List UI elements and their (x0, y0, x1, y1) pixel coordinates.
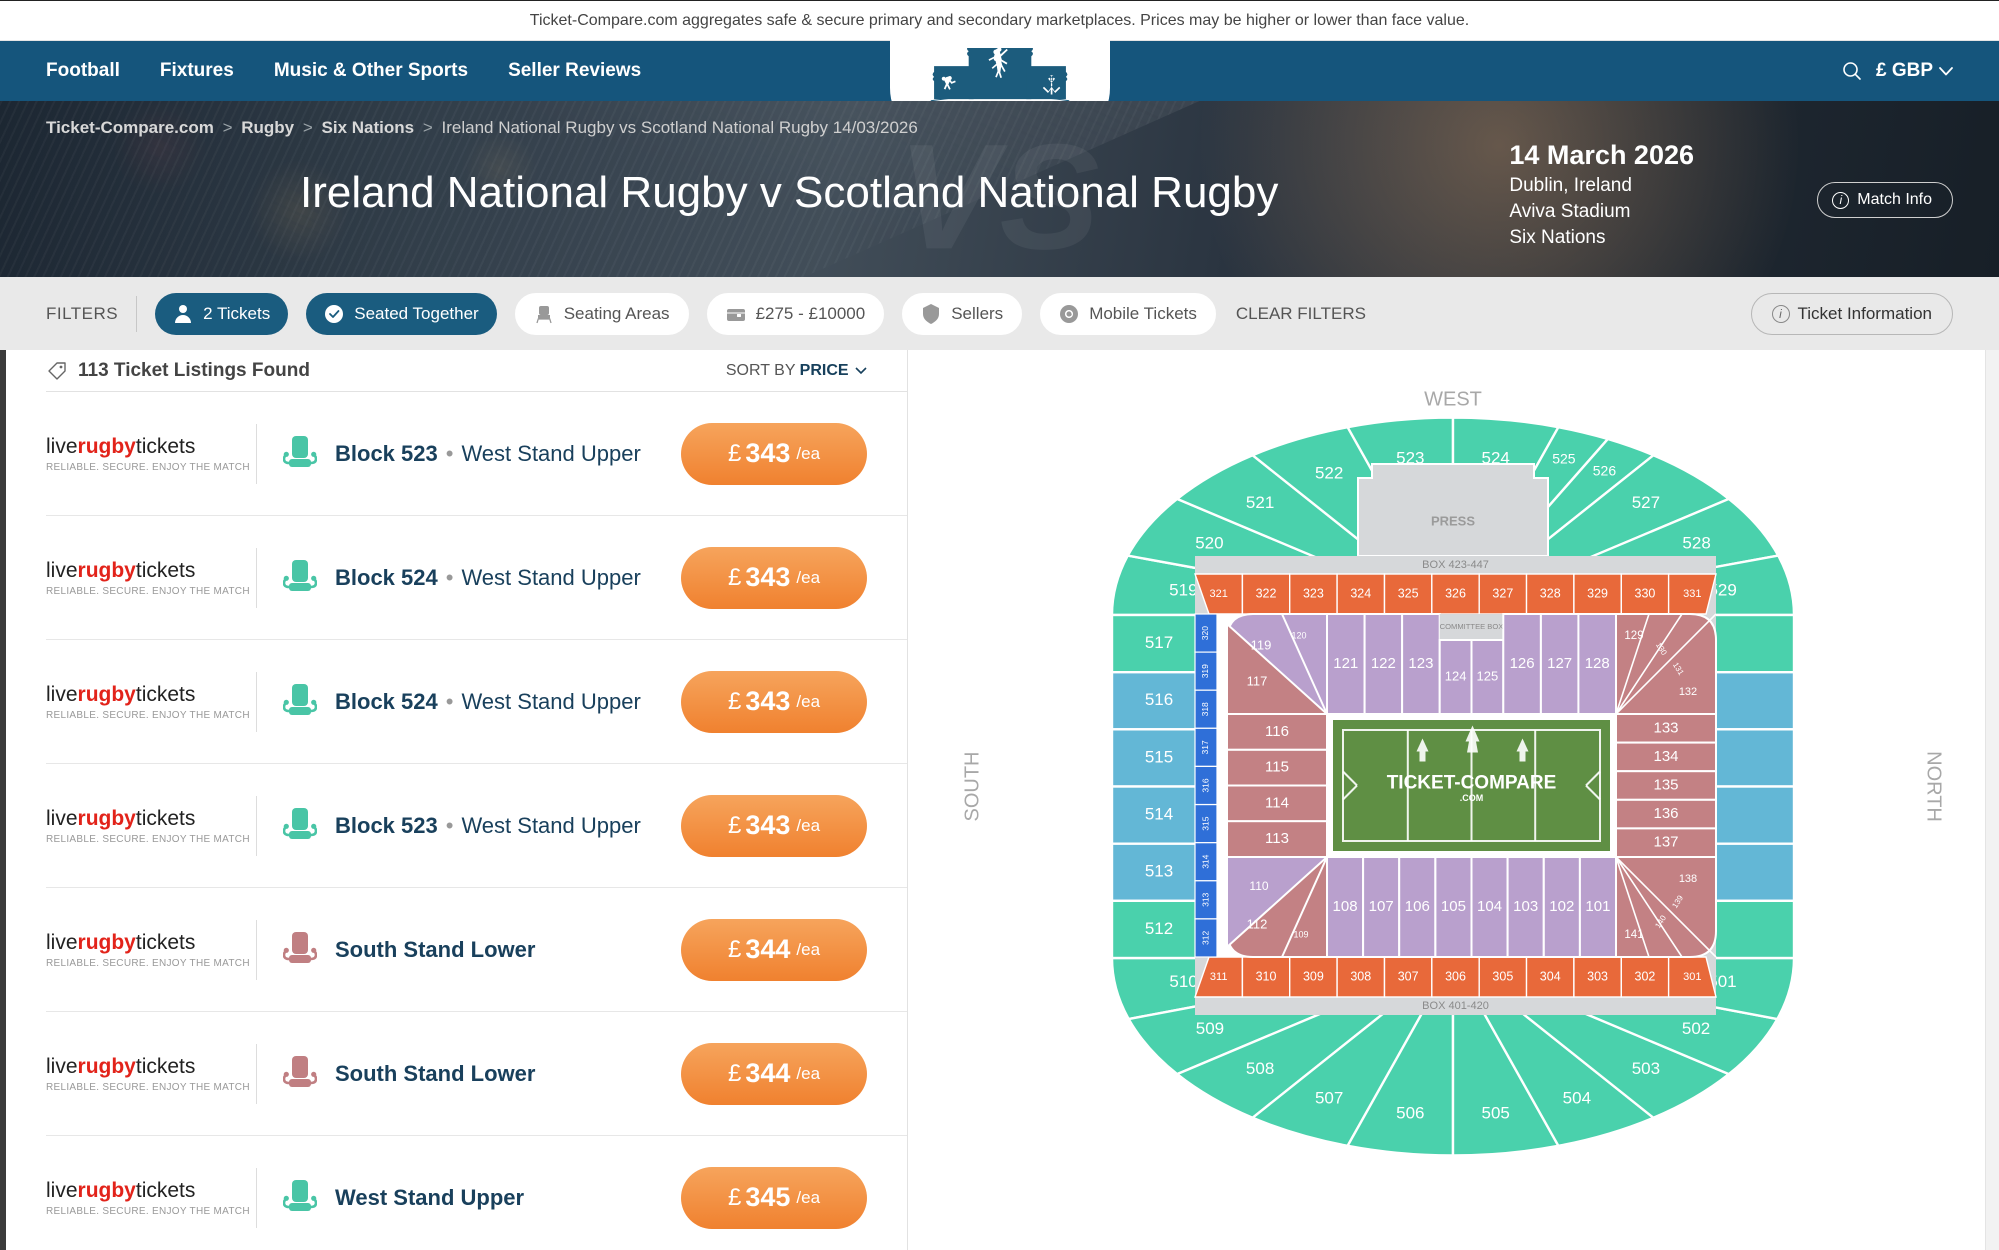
svg-text:105: 105 (1441, 898, 1466, 915)
svg-text:304: 304 (1540, 969, 1561, 983)
svg-text:514: 514 (1145, 805, 1173, 824)
svg-text:PRESS: PRESS (1431, 513, 1475, 528)
svg-text:101: 101 (1585, 898, 1610, 915)
svg-text:321: 321 (1210, 588, 1228, 600)
svg-text:310: 310 (1256, 969, 1277, 983)
svg-text:128: 128 (1585, 655, 1610, 672)
svg-text:305: 305 (1492, 969, 1513, 983)
svg-text:319: 319 (1200, 664, 1210, 678)
svg-text:516: 516 (1145, 690, 1173, 709)
svg-text:112: 112 (1247, 916, 1268, 931)
svg-text:102: 102 (1549, 898, 1574, 915)
svg-text:316: 316 (1200, 778, 1210, 792)
svg-text:326: 326 (1445, 586, 1466, 600)
svg-text:121: 121 (1333, 655, 1358, 672)
svg-text:308: 308 (1350, 969, 1371, 983)
svg-text:317: 317 (1200, 740, 1210, 754)
svg-text:505: 505 (1481, 1104, 1509, 1123)
svg-text:324: 324 (1350, 586, 1371, 600)
svg-text:504: 504 (1563, 1088, 1591, 1107)
svg-text:116: 116 (1265, 723, 1289, 740)
svg-text:126: 126 (1510, 655, 1535, 672)
svg-text:507: 507 (1315, 1088, 1343, 1107)
svg-text:117: 117 (1247, 673, 1268, 688)
svg-text:510: 510 (1169, 972, 1197, 991)
svg-text:103: 103 (1513, 898, 1538, 915)
svg-text:106: 106 (1405, 898, 1430, 915)
svg-text:110: 110 (1249, 879, 1268, 893)
svg-text:502: 502 (1682, 1019, 1710, 1038)
svg-text:314: 314 (1200, 854, 1210, 868)
svg-text:320: 320 (1200, 626, 1210, 640)
svg-text:327: 327 (1492, 586, 1513, 600)
svg-text:521: 521 (1246, 493, 1274, 512)
svg-text:323: 323 (1303, 586, 1324, 600)
svg-text:119: 119 (1251, 637, 1272, 652)
svg-text:520: 520 (1195, 533, 1223, 552)
svg-text:.COM: .COM (1460, 793, 1484, 803)
svg-text:TICKET-COMPARE: TICKET-COMPARE (1387, 773, 1557, 794)
svg-text:307: 307 (1398, 969, 1419, 983)
svg-text:122: 122 (1371, 655, 1396, 672)
svg-text:WEST: WEST (1424, 388, 1482, 410)
svg-text:309: 309 (1303, 969, 1324, 983)
svg-text:330: 330 (1635, 586, 1656, 600)
svg-text:525: 525 (1552, 451, 1576, 467)
svg-text:503: 503 (1632, 1059, 1660, 1078)
svg-text:515: 515 (1145, 747, 1173, 766)
svg-text:329: 329 (1587, 586, 1608, 600)
svg-text:315: 315 (1200, 816, 1210, 830)
svg-text:318: 318 (1200, 702, 1210, 716)
svg-text:325: 325 (1398, 586, 1419, 600)
svg-text:129: 129 (1624, 630, 1643, 642)
svg-text:125: 125 (1477, 668, 1499, 683)
svg-text:115: 115 (1265, 759, 1289, 776)
svg-text:104: 104 (1477, 898, 1502, 915)
svg-text:120: 120 (1291, 630, 1306, 640)
svg-text:513: 513 (1145, 862, 1173, 881)
svg-text:303: 303 (1587, 969, 1608, 983)
svg-text:113: 113 (1265, 830, 1289, 847)
svg-text:508: 508 (1246, 1059, 1274, 1078)
svg-text:109: 109 (1293, 929, 1308, 939)
svg-text:512: 512 (1145, 919, 1173, 938)
svg-text:107: 107 (1369, 898, 1394, 915)
svg-text:138: 138 (1679, 873, 1697, 885)
svg-text:133: 133 (1653, 719, 1678, 736)
svg-text:123: 123 (1408, 655, 1433, 672)
svg-text:135: 135 (1653, 776, 1678, 793)
svg-text:306: 306 (1445, 969, 1466, 983)
svg-text:522: 522 (1315, 464, 1343, 483)
svg-text:528: 528 (1682, 533, 1710, 552)
svg-text:BOX 423-447: BOX 423-447 (1422, 559, 1489, 571)
svg-text:127: 127 (1547, 655, 1572, 672)
svg-text:SOUTH: SOUTH (961, 752, 983, 822)
svg-text:509: 509 (1196, 1019, 1224, 1038)
svg-text:517: 517 (1145, 633, 1173, 652)
svg-text:134: 134 (1653, 748, 1678, 765)
svg-text:BOX 401-420: BOX 401-420 (1422, 1000, 1489, 1012)
svg-text:311: 311 (1210, 971, 1228, 983)
svg-text:313: 313 (1200, 892, 1210, 906)
svg-text:108: 108 (1333, 898, 1358, 915)
svg-text:141: 141 (1624, 929, 1643, 941)
svg-text:519: 519 (1169, 580, 1197, 599)
svg-text:302: 302 (1635, 969, 1656, 983)
svg-text:527: 527 (1632, 493, 1660, 512)
svg-text:312: 312 (1200, 931, 1210, 945)
svg-text:506: 506 (1396, 1104, 1424, 1123)
svg-text:132: 132 (1679, 686, 1697, 698)
svg-text:114: 114 (1265, 794, 1289, 811)
svg-text:328: 328 (1540, 586, 1561, 600)
svg-text:331: 331 (1683, 588, 1701, 600)
svg-text:301: 301 (1683, 971, 1701, 983)
svg-text:COMMITTEE BOX: COMMITTEE BOX (1440, 622, 1504, 631)
svg-text:526: 526 (1593, 463, 1617, 479)
svg-text:322: 322 (1256, 586, 1277, 600)
svg-text:136: 136 (1653, 805, 1678, 822)
svg-text:137: 137 (1653, 834, 1678, 851)
svg-text:NORTH: NORTH (1923, 751, 1945, 822)
svg-text:124: 124 (1445, 668, 1467, 683)
